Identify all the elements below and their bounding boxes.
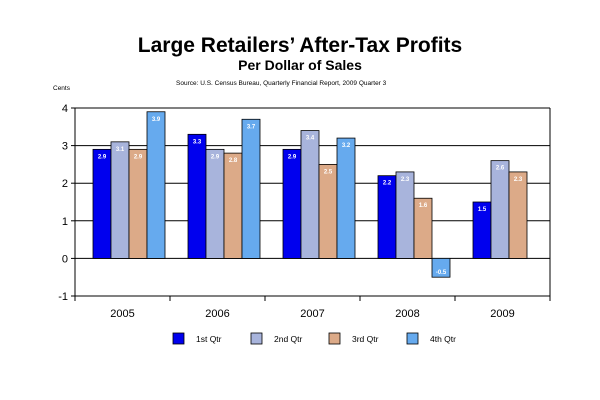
bar (242, 119, 260, 258)
legend-swatch (329, 333, 340, 344)
y-axis-label: Cents (53, 85, 71, 92)
x-tick-label: 2006 (205, 308, 229, 320)
data-label: 1.6 (419, 203, 428, 209)
chart-subtitle: Per Dollar of Sales (238, 57, 362, 73)
bar (224, 153, 242, 258)
data-label: 2.2 (383, 181, 392, 187)
y-tick-label: 3 (62, 141, 68, 153)
y-tick-label: 1 (62, 216, 68, 228)
data-label: 3.9 (152, 117, 161, 123)
chart-source: Source: U.S. Census Bureau, Quarterly Fi… (176, 80, 387, 87)
data-label: 2.6 (496, 166, 505, 172)
legend-label: 1st Qtr (196, 334, 222, 344)
data-label: 3.2 (342, 143, 351, 149)
bar (283, 149, 301, 258)
bar (147, 112, 165, 259)
x-tick-label: 2005 (110, 308, 134, 320)
x-tick-label: 2007 (300, 308, 324, 320)
data-label: 3.7 (247, 124, 256, 130)
y-tick-label: 0 (62, 253, 68, 265)
data-label: 3.1 (116, 147, 125, 153)
x-tick-label: 2009 (490, 308, 514, 320)
bar (491, 161, 509, 259)
data-label: 2.9 (134, 154, 143, 160)
bar (319, 164, 337, 258)
chart: Large Retailers’ After-Tax Profits Per D… (0, 0, 600, 400)
bar (93, 149, 111, 258)
legend-label: 3rd Qtr (352, 334, 379, 344)
bar (188, 134, 206, 258)
data-label: 2.5 (324, 169, 333, 175)
data-label: 2.9 (288, 154, 297, 160)
data-label: 3.3 (193, 139, 202, 145)
bar (396, 172, 414, 258)
chart-title: Large Retailers’ After-Tax Profits (138, 34, 462, 57)
bar (111, 142, 129, 259)
data-label: 2.3 (401, 177, 410, 183)
y-tick-label: 4 (62, 103, 68, 115)
data-label: 2.9 (211, 154, 220, 160)
bars: 2.9 3.1 2.9 3.9 3.3 2.9 2.8 3.7 2.9 3.4 2.5 3.2 2.2 2… (93, 112, 527, 277)
y-tick-label: -1 (58, 291, 68, 303)
data-label: 2.9 (98, 154, 107, 160)
bar (206, 149, 224, 258)
bar (509, 172, 527, 258)
legend-label: 2nd Qtr (274, 334, 303, 344)
data-label: 1.5 (478, 207, 487, 213)
y-tick-label: 2 (62, 178, 68, 190)
bar (378, 176, 396, 259)
data-label: -0.5 (436, 270, 447, 276)
bar (129, 149, 147, 258)
legend-swatch (173, 333, 184, 344)
data-label: 2.3 (514, 177, 523, 183)
legend-label: 4th Qtr (430, 334, 456, 344)
legend: 1st Qtr 2nd Qtr 3rd Qtr 4th Qtr (173, 333, 456, 344)
bar (337, 138, 355, 258)
data-label: 2.8 (229, 158, 238, 164)
legend-swatch (407, 333, 418, 344)
x-tick-label: 2008 (395, 308, 419, 320)
legend-swatch (251, 333, 262, 344)
data-label: 3.4 (306, 136, 315, 142)
bar (301, 131, 319, 259)
